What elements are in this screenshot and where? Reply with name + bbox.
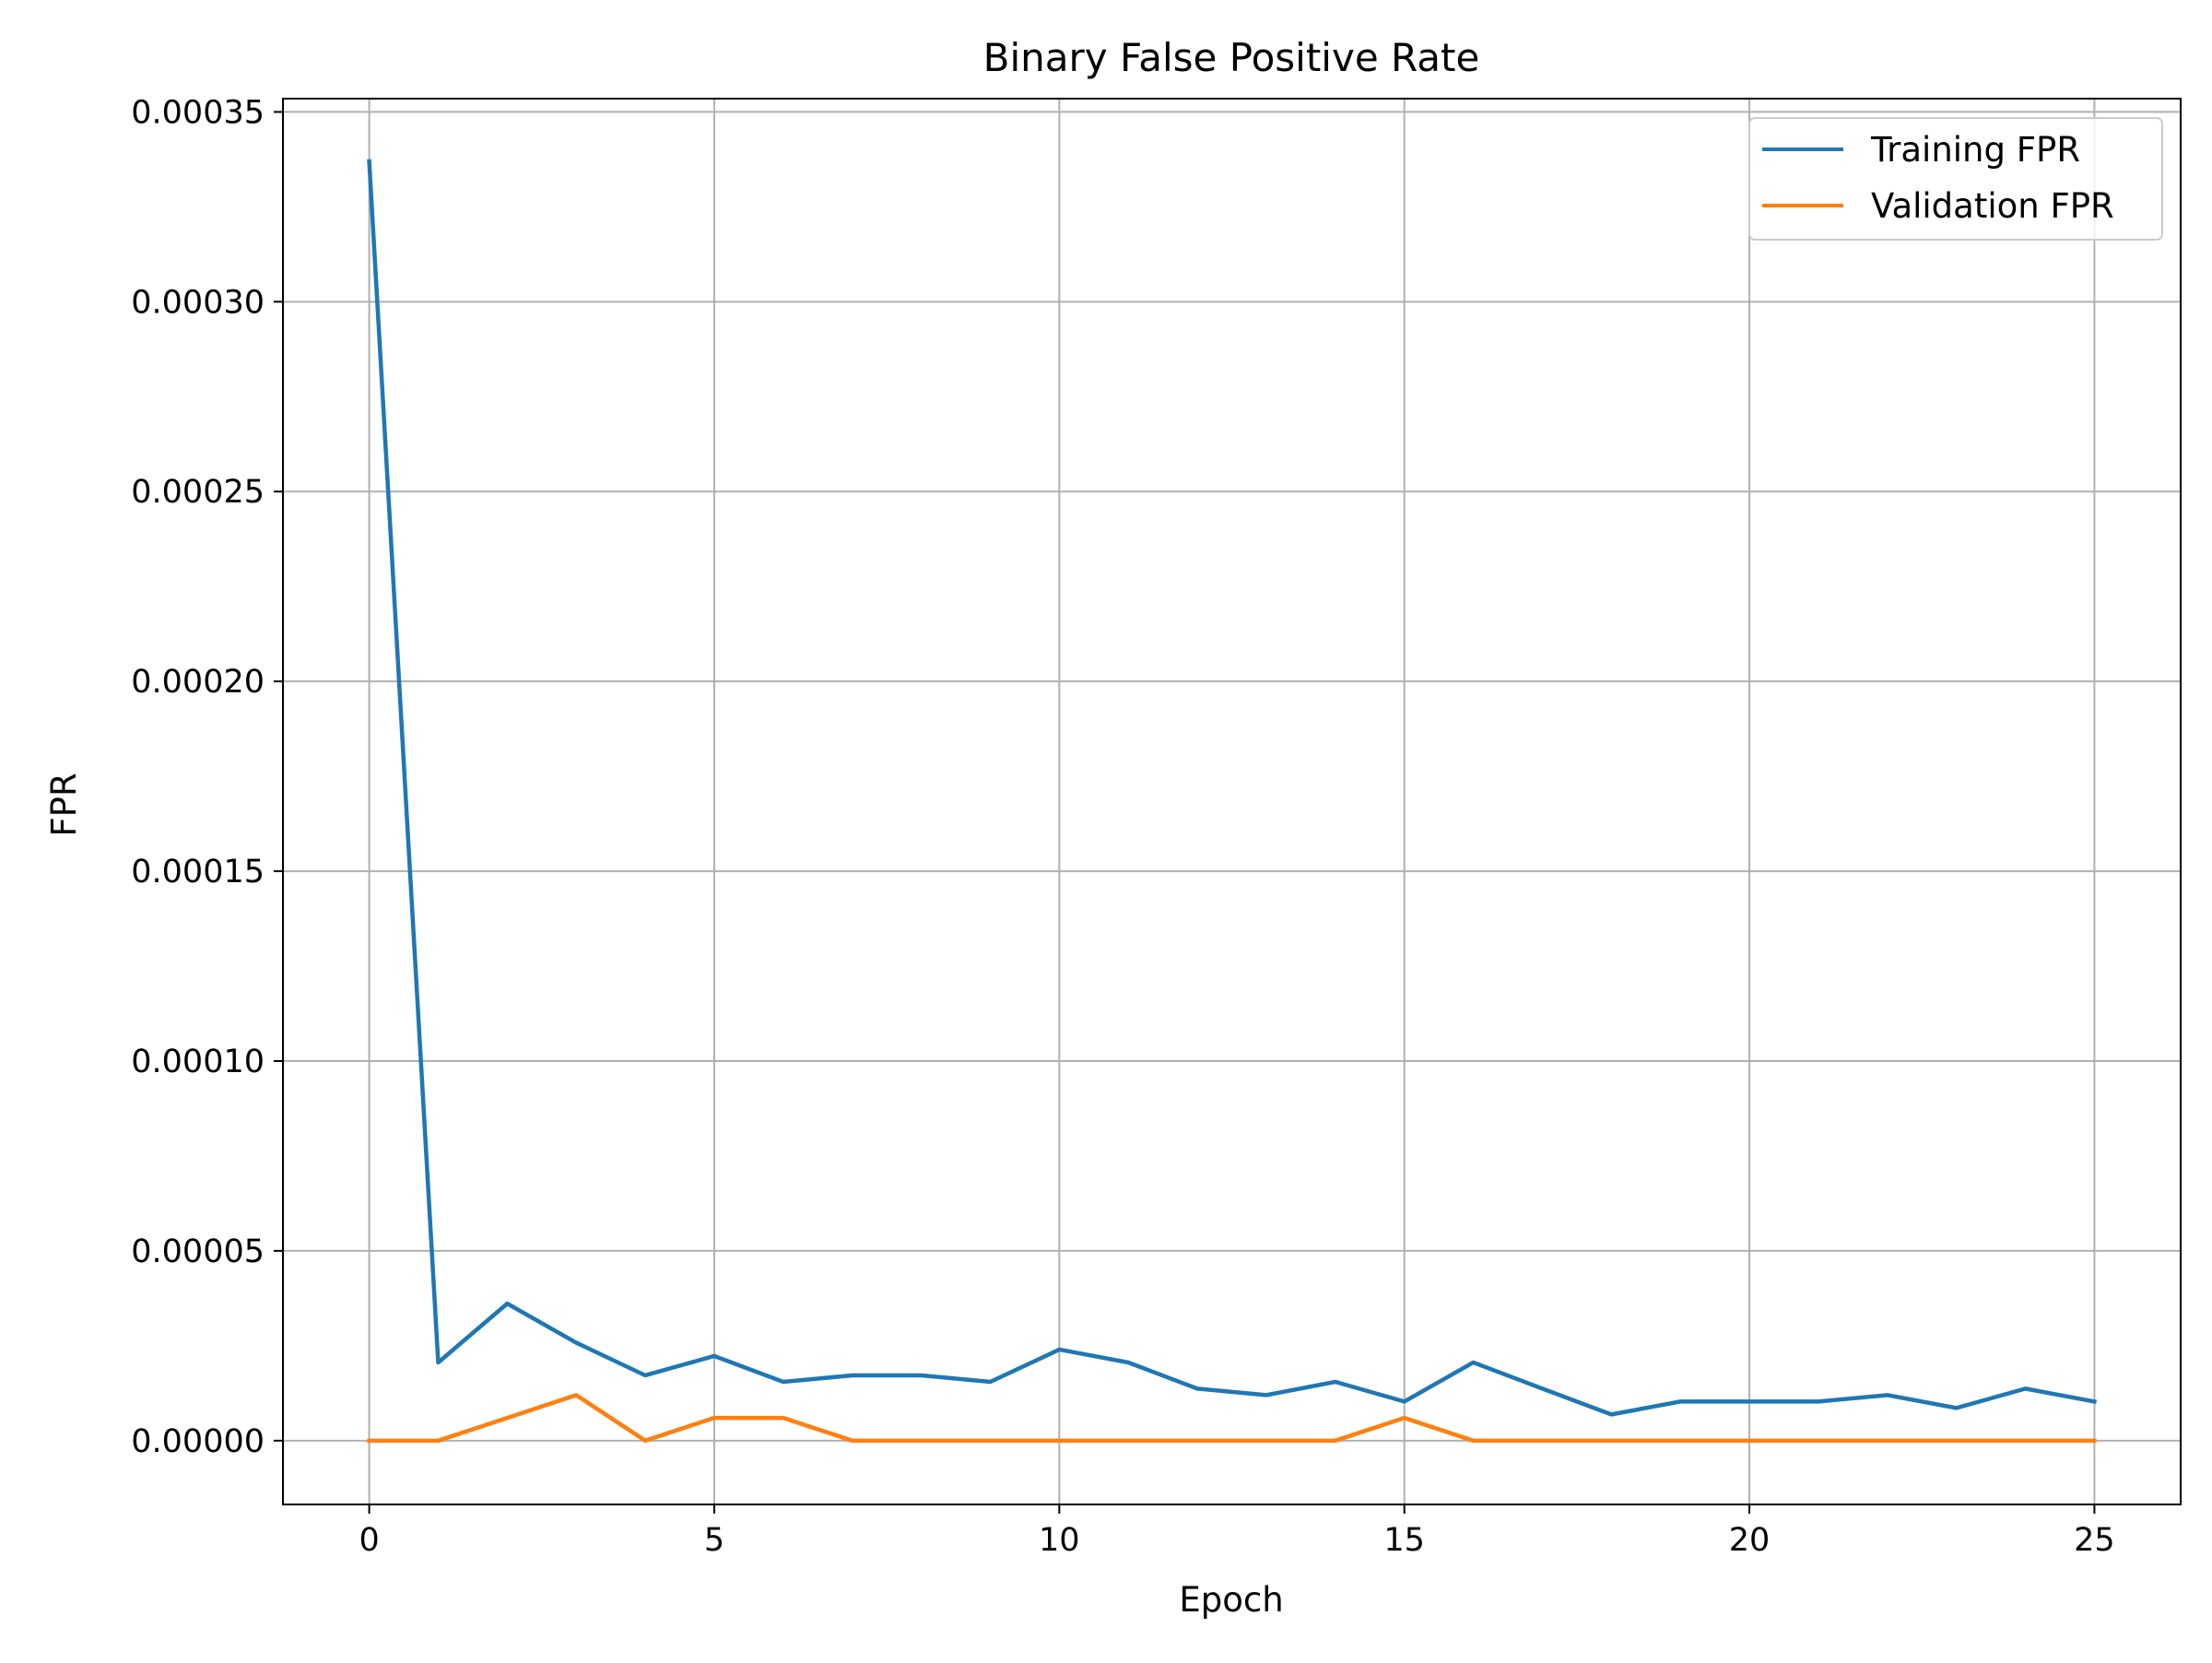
y-axis-label: FPR: [44, 773, 84, 836]
y-tick-label: 0.00000: [131, 1423, 265, 1460]
x-tick-label: 20: [1729, 1522, 1771, 1559]
x-tick-label: 10: [1039, 1522, 1080, 1559]
y-tick-label: 0.00030: [131, 284, 265, 321]
legend-label-training-fpr: Training FPR: [1870, 130, 2080, 170]
ticks: 0 5 10 15 20 25 0.00000 0.00005 0.00010 0.00015 0.…: [131, 94, 2114, 1559]
x-tick-label: 5: [704, 1522, 724, 1559]
legend-label-validation-fpr: Validation FPR: [1871, 186, 2114, 226]
y-tick-label: 0.00025: [131, 474, 265, 511]
series-line-validation-fpr: [367, 1393, 2097, 1444]
y-tick-label: 0.00015: [131, 854, 265, 890]
grid: [283, 99, 2181, 1504]
y-tick-label: 0.00020: [131, 664, 265, 701]
series-layer: [367, 159, 2098, 1444]
y-tick-label: 0.00035: [131, 94, 265, 131]
x-tick-label: 15: [1383, 1522, 1425, 1559]
legend: Training FPR Validation FPR: [1748, 117, 2163, 241]
chart-title: Binary False Positive Rate: [983, 35, 1480, 80]
x-tick-label: 25: [2074, 1522, 2115, 1559]
plot-frame: [282, 98, 2182, 1505]
x-axis-label: Epoch: [1179, 1580, 1283, 1620]
y-tick-label: 0.00005: [131, 1233, 265, 1270]
legend-frame: [1748, 117, 2163, 241]
x-tick-label: 0: [359, 1522, 379, 1559]
y-tick-label: 0.00010: [131, 1044, 265, 1080]
series-line-training-fpr: [367, 159, 2098, 1417]
